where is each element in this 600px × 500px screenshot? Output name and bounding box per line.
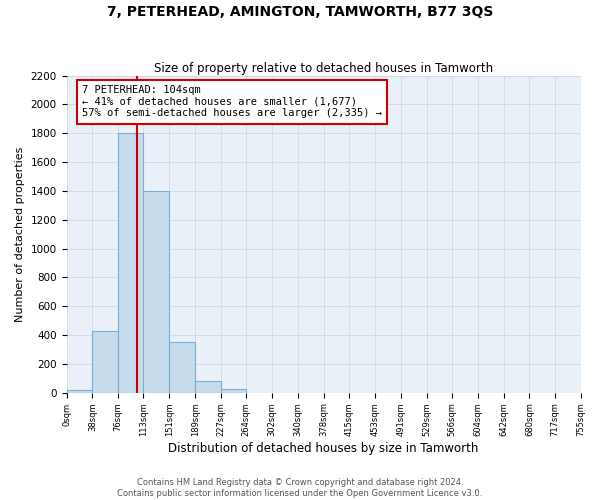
- Bar: [67, 390, 92, 392]
- Text: 7 PETERHEAD: 104sqm
← 41% of detached houses are smaller (1,677)
57% of semi-det: 7 PETERHEAD: 104sqm ← 41% of detached ho…: [82, 85, 382, 118]
- X-axis label: Distribution of detached houses by size in Tamworth: Distribution of detached houses by size …: [169, 442, 479, 455]
- Text: 7, PETERHEAD, AMINGTON, TAMWORTH, B77 3QS: 7, PETERHEAD, AMINGTON, TAMWORTH, B77 3Q…: [107, 5, 493, 19]
- Bar: [118, 134, 143, 392]
- Bar: [221, 389, 246, 392]
- Title: Size of property relative to detached houses in Tamworth: Size of property relative to detached ho…: [154, 62, 493, 74]
- Bar: [92, 331, 118, 392]
- Y-axis label: Number of detached properties: Number of detached properties: [15, 146, 25, 322]
- Text: Contains HM Land Registry data © Crown copyright and database right 2024.
Contai: Contains HM Land Registry data © Crown c…: [118, 478, 482, 498]
- Bar: [143, 191, 169, 392]
- Bar: [195, 381, 221, 392]
- Bar: [169, 342, 195, 392]
